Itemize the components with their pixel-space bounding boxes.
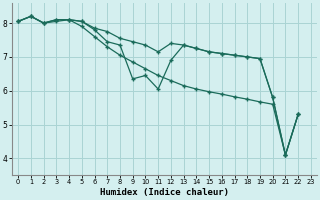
X-axis label: Humidex (Indice chaleur): Humidex (Indice chaleur) xyxy=(100,188,229,197)
